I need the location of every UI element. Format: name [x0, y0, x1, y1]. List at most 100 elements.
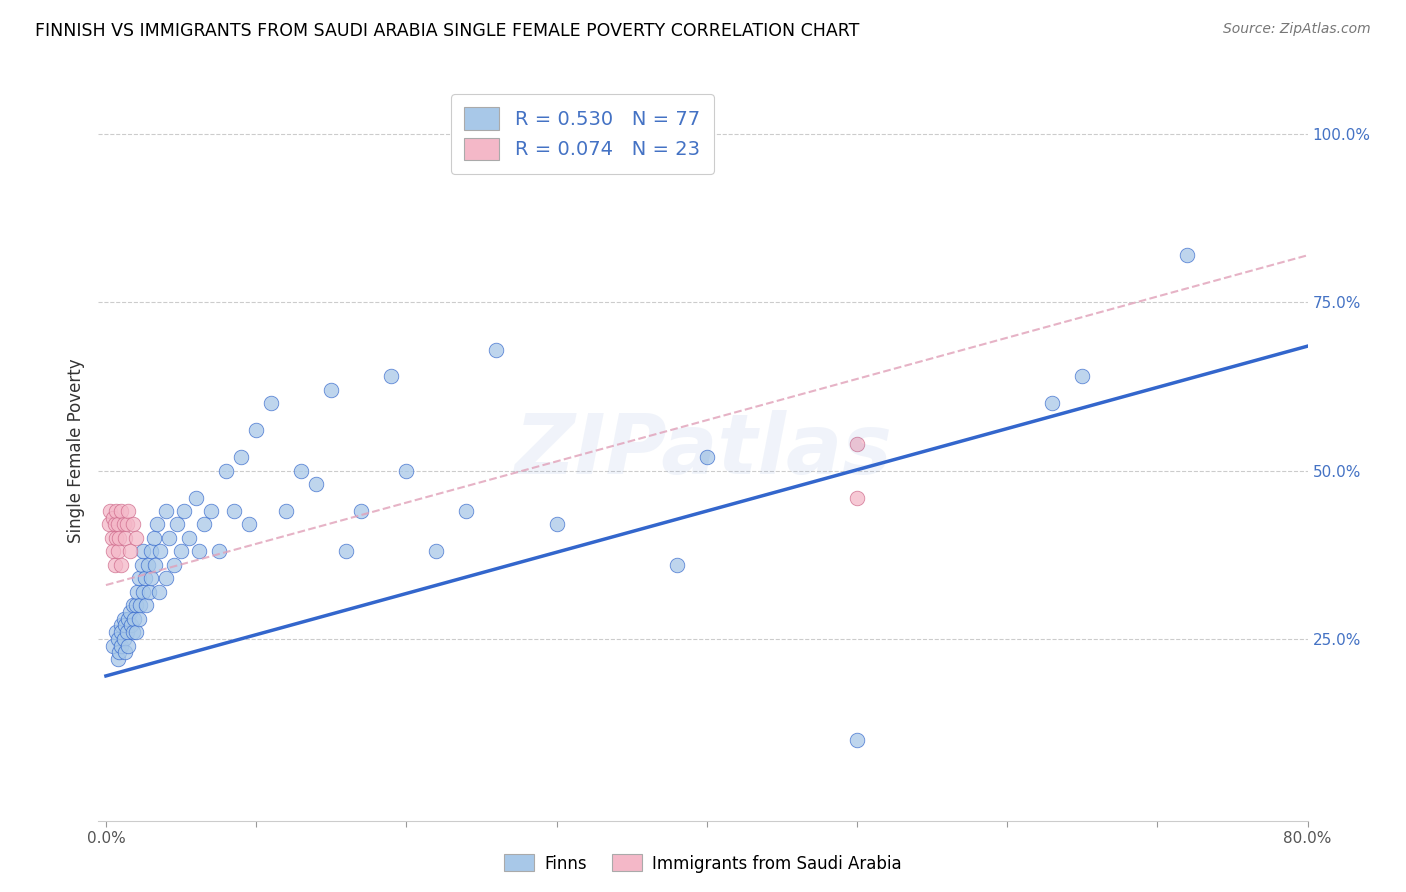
Point	[145, 558, 167, 572]
Point	[138, 584, 160, 599]
Point	[260, 396, 283, 410]
Point	[193, 517, 215, 532]
Point	[105, 625, 128, 640]
Point	[846, 491, 869, 505]
Point	[112, 612, 135, 626]
Point	[456, 504, 478, 518]
Point	[485, 343, 508, 357]
Point	[110, 504, 132, 518]
Point	[321, 383, 343, 397]
Point	[846, 436, 869, 450]
Point	[155, 504, 177, 518]
Point	[135, 599, 157, 613]
Point	[200, 504, 222, 518]
Point	[112, 632, 135, 646]
Point	[122, 625, 145, 640]
Point	[110, 618, 132, 632]
Point	[335, 544, 357, 558]
Text: FINNISH VS IMMIGRANTS FROM SAUDI ARABIA SINGLE FEMALE POVERTY CORRELATION CHART: FINNISH VS IMMIGRANTS FROM SAUDI ARABIA …	[35, 22, 859, 40]
Point	[114, 531, 136, 545]
Point	[177, 531, 200, 545]
Point	[170, 544, 193, 558]
Point	[103, 510, 125, 524]
Point	[110, 639, 132, 653]
Point	[122, 599, 145, 613]
Point	[1040, 396, 1063, 410]
Point	[121, 618, 143, 632]
Point	[276, 504, 298, 518]
Point	[229, 450, 252, 465]
Point	[215, 464, 238, 478]
Point	[104, 517, 127, 532]
Point	[665, 558, 688, 572]
Point	[173, 504, 195, 518]
Point	[105, 531, 128, 545]
Point	[136, 558, 159, 572]
Point	[134, 571, 156, 585]
Legend: Finns, Immigrants from Saudi Arabia: Finns, Immigrants from Saudi Arabia	[498, 847, 908, 880]
Point	[1177, 248, 1199, 262]
Point	[125, 625, 148, 640]
Point	[184, 491, 207, 505]
Point	[380, 369, 402, 384]
Point	[122, 517, 145, 532]
Point	[238, 517, 260, 532]
Point	[114, 618, 136, 632]
Point	[395, 464, 418, 478]
Point	[149, 544, 172, 558]
Point	[132, 584, 155, 599]
Point	[128, 612, 150, 626]
Point	[108, 645, 131, 659]
Point	[148, 584, 170, 599]
Point	[103, 639, 125, 653]
Point	[245, 423, 267, 437]
Point	[128, 571, 150, 585]
Point	[350, 504, 373, 518]
Point	[129, 599, 152, 613]
Point	[546, 517, 568, 532]
Point	[115, 517, 138, 532]
Point	[125, 599, 148, 613]
Point	[118, 544, 141, 558]
Legend: R = 0.530   N = 77, R = 0.074   N = 23: R = 0.530 N = 77, R = 0.074 N = 23	[451, 94, 713, 174]
Point	[97, 517, 120, 532]
Point	[139, 571, 162, 585]
Point	[162, 558, 184, 572]
Point	[696, 450, 718, 465]
Point	[107, 652, 129, 666]
Point	[124, 612, 146, 626]
Point	[290, 464, 312, 478]
Point	[105, 504, 128, 518]
Point	[110, 625, 132, 640]
Point	[157, 531, 180, 545]
Point	[207, 544, 229, 558]
Point	[100, 504, 122, 518]
Point	[132, 544, 155, 558]
Point	[146, 517, 169, 532]
Point	[103, 544, 125, 558]
Point	[143, 531, 166, 545]
Point	[118, 605, 141, 619]
Point	[155, 571, 177, 585]
Y-axis label: Single Female Poverty: Single Female Poverty	[66, 359, 84, 542]
Text: Source: ZipAtlas.com: Source: ZipAtlas.com	[1223, 22, 1371, 37]
Point	[222, 504, 245, 518]
Point	[131, 558, 153, 572]
Point	[127, 584, 149, 599]
Point	[107, 544, 129, 558]
Point	[125, 531, 148, 545]
Point	[107, 517, 129, 532]
Point	[117, 504, 139, 518]
Text: ZIPatlas: ZIPatlas	[515, 410, 891, 491]
Point	[110, 558, 132, 572]
Point	[108, 531, 131, 545]
Point	[114, 645, 136, 659]
Point	[117, 612, 139, 626]
Point	[139, 544, 162, 558]
Point	[425, 544, 447, 558]
Point	[1071, 369, 1094, 384]
Point	[188, 544, 211, 558]
Point	[846, 732, 869, 747]
Point	[305, 477, 328, 491]
Point	[115, 625, 138, 640]
